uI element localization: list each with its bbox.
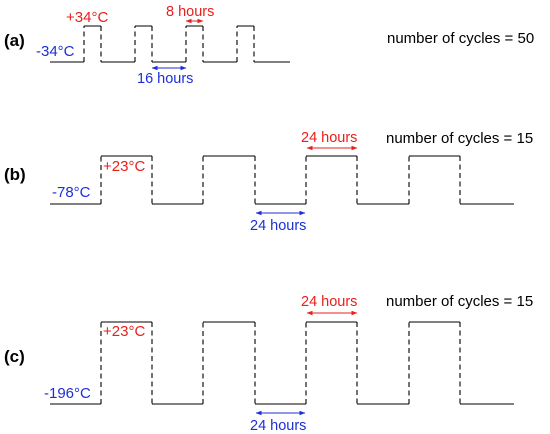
panel-b: (b) number of cycles = 15 +23°C -78°C 24… [4, 130, 533, 234]
panel-label: (a) [4, 31, 25, 50]
temperature-waveform [50, 25, 290, 63]
temperature-waveform [50, 321, 514, 405]
transition-dashes [100, 156, 461, 204]
panel-label: (b) [4, 165, 26, 184]
low-duration-label: 16 hours [137, 71, 193, 87]
low-temp-label: -78°C [52, 184, 91, 201]
high-duration-label: 24 hours [301, 130, 357, 146]
cycles-text: number of cycles = 50 [387, 30, 534, 47]
high-temp-label: +23°C [103, 158, 145, 175]
cycles-text: number of cycles = 15 [386, 130, 533, 147]
panel-a: (a) number of cycles = 50 +34°C -34°C 8 … [4, 4, 534, 87]
high-temp-label: +23°C [103, 323, 145, 340]
transition-dashes [100, 322, 461, 404]
high-temp-label: +34°C [66, 9, 108, 26]
cycles-text: number of cycles = 15 [386, 293, 533, 310]
low-temp-label: -196°C [44, 385, 91, 402]
low-temp-label: -34°C [36, 43, 75, 60]
low-duration-label: 24 hours [250, 218, 306, 234]
panel-label: (c) [4, 347, 25, 366]
high-duration-label: 8 hours [166, 4, 214, 20]
transition-dashes [83, 26, 255, 62]
temperature-waveform [50, 155, 514, 205]
low-duration-label: 24 hours [250, 418, 306, 434]
high-duration-label: 24 hours [301, 294, 357, 310]
panel-c: (c) number of cycles = 15 +23°C -196°C 2… [4, 293, 533, 434]
